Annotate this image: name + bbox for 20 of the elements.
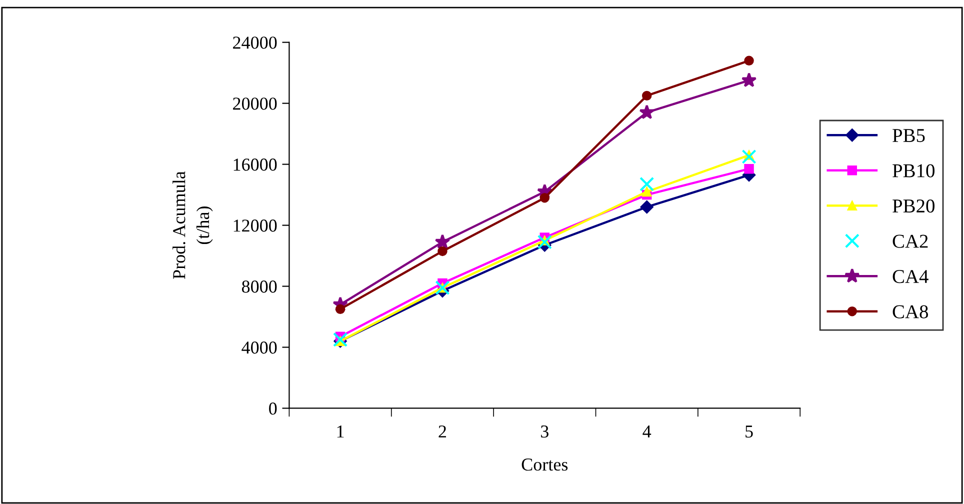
- x-axis-title: Cortes: [522, 458, 568, 471]
- y-tick-label: 0: [269, 402, 277, 415]
- legend-label: PB20: [892, 199, 934, 213]
- y-tick-label: 20000: [233, 98, 277, 110]
- x-tick-label: 3: [541, 425, 548, 438]
- legend-label: CA8: [892, 305, 928, 318]
- x-tick-label: 5: [746, 426, 753, 438]
- y-tick-label: 8000: [242, 280, 277, 293]
- y-tick-label: 12000: [234, 220, 277, 232]
- y-tick-label: 24000: [233, 36, 277, 49]
- legend-label: CA2: [892, 234, 928, 248]
- legend-label: PB5: [892, 129, 925, 142]
- x-tick-label: 2: [438, 425, 446, 438]
- legend-label: CA4: [892, 270, 928, 284]
- y-tick-label: 16000: [234, 158, 277, 171]
- y-axis-title: Prod. Acumula (t/ha): [172, 171, 213, 279]
- y-tick-label: 4000: [242, 342, 277, 354]
- x-tick-label: 4: [642, 426, 652, 438]
- legend-label: PB10: [892, 164, 934, 178]
- x-tick-label: 1: [337, 426, 344, 438]
